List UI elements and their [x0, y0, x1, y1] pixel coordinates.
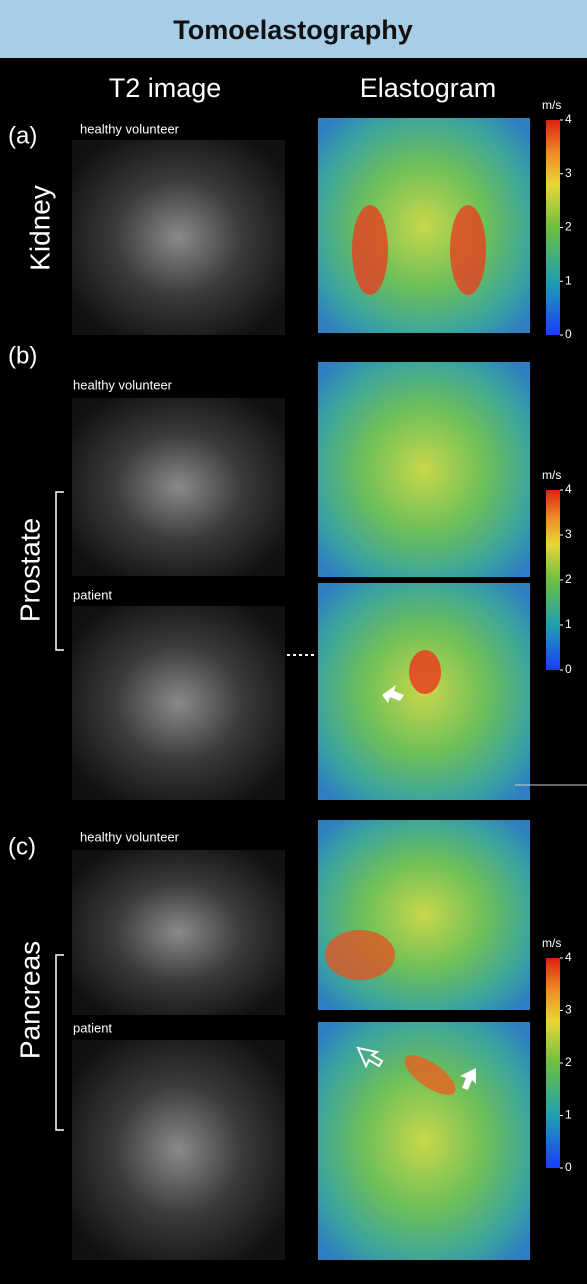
- colorbar-tick-label: 1: [565, 1108, 572, 1122]
- colorbar-unit: m/s: [542, 468, 561, 482]
- colorbar-tick-label: 0: [565, 327, 572, 341]
- colorbar-tick-label: 3: [565, 1003, 572, 1017]
- colorbar-tick-label: 0: [565, 1160, 572, 1174]
- elastogram-feature: [409, 650, 441, 694]
- column-header: T2 image: [109, 73, 222, 103]
- organ-label: Kidney: [24, 185, 55, 271]
- title: Tomoelastography: [173, 15, 413, 45]
- colorbar: [546, 490, 560, 670]
- subject-label: healthy volunteer: [80, 829, 180, 844]
- section-label: (b): [8, 342, 37, 369]
- elastogram-image: [318, 118, 530, 333]
- section-label: (a): [8, 122, 37, 149]
- t2-image: [72, 140, 285, 335]
- colorbar-tick-label: 4: [565, 950, 572, 964]
- colorbar-tick-label: 1: [565, 273, 572, 287]
- elastogram-image: [318, 820, 530, 1010]
- elastogram-feature: [325, 930, 395, 980]
- bracket: [56, 955, 64, 1130]
- figure: Tomoelastography T2 image Elastogram (a)…: [0, 0, 587, 1284]
- colorbar-tick-label: 1: [565, 617, 572, 631]
- organ-label: Pancreas: [14, 941, 45, 1059]
- organ-label: Prostate: [14, 518, 45, 622]
- colorbar-tick-label: 4: [565, 112, 572, 126]
- subject-label: healthy volunteer: [80, 121, 180, 136]
- colorbar-tick-label: 2: [565, 1055, 572, 1069]
- colorbar-unit: m/s: [542, 98, 561, 112]
- section-label: (c): [8, 833, 36, 860]
- subject-label: patient: [73, 1020, 112, 1035]
- colorbar-tick-label: 4: [565, 482, 572, 496]
- bracket: [56, 492, 64, 650]
- t2-image: [72, 1040, 285, 1260]
- colorbar-tick-label: 2: [565, 220, 572, 234]
- column-header: Elastogram: [360, 73, 497, 103]
- elastogram-image: [318, 1022, 530, 1260]
- elastogram-feature: [352, 205, 388, 295]
- colorbar: [546, 120, 560, 335]
- colorbar-tick-label: 3: [565, 527, 572, 541]
- colorbar: [546, 958, 560, 1168]
- colorbar-tick-label: 2: [565, 572, 572, 586]
- elastogram-feature: [450, 205, 486, 295]
- subject-label: patient: [73, 587, 112, 602]
- t2-image: [72, 398, 285, 576]
- colorbar-tick-label: 3: [565, 166, 572, 180]
- t2-image: [72, 850, 285, 1015]
- colorbar-unit: m/s: [542, 936, 561, 950]
- subject-label: healthy volunteer: [73, 377, 173, 392]
- elastogram-image: [318, 362, 530, 577]
- t2-image: [72, 606, 285, 800]
- colorbar-tick-label: 0: [565, 662, 572, 676]
